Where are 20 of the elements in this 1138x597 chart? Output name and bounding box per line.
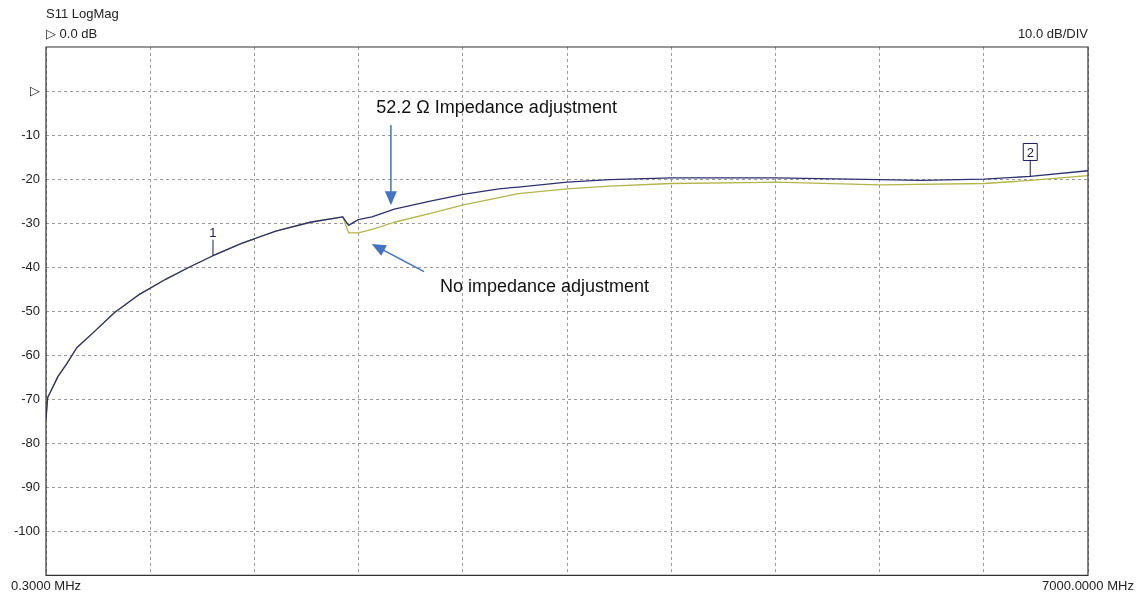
y-tick-label: -50 (21, 302, 40, 318)
annotation: No impedance adjustment (439, 275, 649, 296)
annotation: 52.2 Ω Impedance adjustment (376, 97, 617, 118)
y-tick-label: -80 (21, 434, 40, 450)
x-tick-label: 7000.0000 MHz (1042, 577, 1134, 593)
x-tick-label: 0.3000 MHz (10, 577, 82, 593)
chart-subtitle: ▷ 0.0 dB (46, 26, 98, 41)
y-tick-label: -90 (21, 478, 40, 494)
y-tick-label: -40 (21, 258, 40, 274)
y-tick-label: -60 (21, 346, 40, 362)
y-tick-label: -30 (21, 214, 40, 230)
y-tick-label: -20 (21, 170, 40, 186)
annotation: 2 (1026, 145, 1034, 161)
y-tick-label: -100 (13, 522, 40, 538)
annotation: 1 (209, 224, 217, 240)
y-tick-label: -10 (21, 126, 40, 142)
chart-title: S11 LogMag (46, 6, 119, 21)
y-tick-label: ▷ (30, 82, 40, 98)
y-tick-label: -70 (21, 390, 40, 406)
text: 10.0 dB/DIV (1017, 26, 1089, 41)
